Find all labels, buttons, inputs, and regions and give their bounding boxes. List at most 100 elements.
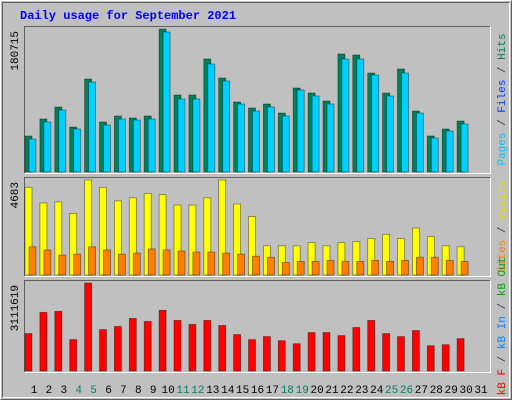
bar (39, 202, 48, 276)
bar (277, 340, 286, 372)
bar (281, 115, 290, 173)
bar (177, 98, 186, 173)
bar (281, 262, 290, 276)
bar (207, 251, 216, 276)
bar (397, 238, 405, 276)
bar (356, 58, 365, 173)
bar (445, 130, 454, 173)
x-tick-label: 24 (370, 385, 384, 397)
bar (188, 204, 197, 276)
bar (262, 336, 271, 372)
bar (173, 204, 182, 276)
side-label: kB F / kB In / kB Out (497, 257, 509, 396)
bar (341, 261, 350, 276)
bar (292, 343, 301, 372)
bar (54, 201, 63, 276)
bar (88, 246, 96, 276)
bar (114, 200, 122, 276)
bar (382, 333, 391, 372)
x-tick-label: 5 (90, 385, 97, 397)
bar (296, 261, 305, 276)
bar (415, 256, 424, 276)
bar (218, 179, 227, 276)
side-label-part: Visits (497, 180, 509, 220)
bar (266, 106, 275, 173)
side-label-part: kB F (497, 369, 509, 395)
bar (118, 253, 126, 276)
bar (132, 119, 141, 173)
side-label-part: / (497, 349, 509, 369)
bar (382, 233, 391, 276)
bar (352, 241, 361, 276)
bar (207, 63, 216, 173)
bar (158, 194, 167, 276)
bar (143, 193, 152, 276)
bar (337, 242, 346, 276)
bar (356, 261, 365, 276)
side-label: Sites / Visits (497, 180, 509, 272)
bar (337, 335, 346, 372)
bar (28, 246, 37, 276)
bar (371, 74, 380, 173)
bar (460, 123, 469, 173)
panel-border (24, 177, 491, 277)
panel-border (24, 26, 491, 174)
panel-border (24, 26, 491, 174)
bar (386, 261, 395, 276)
bar (252, 255, 260, 276)
bar (192, 98, 201, 173)
bar (456, 338, 465, 372)
panel-border (24, 177, 491, 277)
bar (24, 333, 33, 372)
bar (158, 309, 167, 372)
bar (401, 259, 409, 276)
bar (426, 345, 435, 372)
bar (326, 259, 335, 276)
x-tick-label: 7 (120, 385, 127, 397)
bar (88, 81, 96, 173)
side-label-part: Pages (497, 133, 509, 166)
x-tick-label: 27 (415, 385, 428, 397)
x-tick-label: 9 (150, 385, 157, 397)
y-tick-label: 180715 (10, 31, 22, 71)
x-tick-label: 13 (206, 385, 219, 397)
bar (441, 344, 450, 372)
bar (248, 216, 256, 276)
bar (132, 252, 141, 276)
bar (162, 31, 171, 173)
bar (430, 256, 439, 276)
bar (222, 80, 231, 173)
bar (73, 253, 82, 276)
x-tick-label: 28 (430, 385, 443, 397)
bar (128, 197, 137, 276)
x-tick-label: 26 (400, 385, 413, 397)
bar (28, 138, 37, 173)
bar (311, 95, 320, 173)
bar (307, 332, 316, 372)
x-tick-label: 11 (176, 385, 190, 397)
bar (367, 320, 376, 372)
bar (311, 261, 320, 276)
x-tick-label: 16 (251, 385, 264, 397)
bar (143, 321, 152, 372)
bar (84, 179, 92, 276)
side-label-part: Sites (497, 240, 509, 273)
side-label-part: Files (497, 80, 509, 113)
bar (386, 95, 395, 173)
x-tick-label: 20 (310, 385, 323, 397)
bar (147, 118, 156, 173)
bar (277, 245, 286, 276)
bar (222, 252, 231, 276)
chart-title: Daily usage for September 2021 (20, 9, 236, 23)
side-label-part: kB In (497, 316, 509, 349)
bar (54, 310, 63, 372)
bar (43, 121, 52, 173)
y-tick-label: 3111619 (10, 285, 22, 331)
bar (292, 245, 301, 276)
bar (128, 317, 137, 372)
x-tick-label: 2 (46, 385, 53, 397)
panel (24, 280, 490, 372)
x-tick-label: 18 (281, 385, 294, 397)
side-label: Pages / Files / Hits (497, 33, 509, 165)
